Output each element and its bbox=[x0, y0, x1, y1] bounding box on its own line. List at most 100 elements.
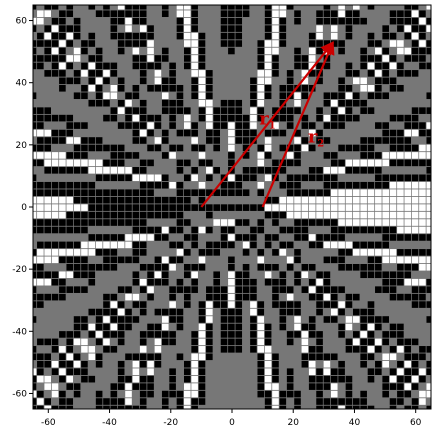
field-cell bbox=[389, 40, 397, 47]
field-cell bbox=[419, 219, 426, 226]
field-cell bbox=[257, 368, 265, 376]
field-cell bbox=[169, 144, 176, 152]
field-cell bbox=[367, 107, 375, 114]
field-cell bbox=[228, 189, 235, 197]
field-cell bbox=[59, 331, 66, 338]
field-cell bbox=[264, 331, 272, 338]
field-cell bbox=[33, 122, 37, 129]
field-cell bbox=[264, 271, 272, 279]
field-cell bbox=[345, 17, 353, 25]
field-cell bbox=[257, 346, 265, 353]
field-cell bbox=[419, 286, 426, 293]
field-cell bbox=[73, 368, 81, 376]
field-cell bbox=[257, 353, 265, 361]
field-cell bbox=[103, 211, 110, 219]
field-cell bbox=[33, 346, 37, 353]
field-cell bbox=[330, 167, 338, 174]
field-cell bbox=[110, 405, 118, 409]
field-cell bbox=[73, 390, 81, 398]
field-cell bbox=[176, 211, 184, 219]
field-cell bbox=[404, 174, 412, 182]
field-cell bbox=[345, 241, 353, 249]
field-cell bbox=[338, 196, 345, 204]
field-cell bbox=[404, 353, 412, 361]
field-cell bbox=[235, 10, 243, 18]
field-cell bbox=[264, 353, 272, 361]
field-cell bbox=[132, 129, 140, 137]
field-cell bbox=[308, 263, 316, 271]
field-cell bbox=[404, 249, 412, 256]
field-cell bbox=[375, 137, 382, 144]
field-cell bbox=[411, 211, 419, 219]
field-cell bbox=[404, 346, 412, 353]
field-cell bbox=[125, 189, 132, 197]
field-cell bbox=[382, 271, 389, 279]
field-cell bbox=[198, 331, 206, 338]
field-cell bbox=[191, 70, 198, 77]
field-cell bbox=[176, 256, 184, 264]
field-cell bbox=[161, 256, 169, 264]
field-cell bbox=[316, 196, 323, 204]
field-cell bbox=[316, 77, 323, 85]
field-cell bbox=[250, 293, 257, 301]
field-cell bbox=[323, 360, 331, 368]
field-cell bbox=[360, 181, 367, 189]
field-cell bbox=[404, 375, 412, 383]
field-cell bbox=[382, 77, 389, 85]
field-cell bbox=[73, 241, 81, 249]
field-cell bbox=[161, 99, 169, 107]
field-cell bbox=[411, 293, 419, 301]
field-cell bbox=[59, 32, 66, 40]
field-cell bbox=[257, 338, 265, 346]
field-cell bbox=[419, 32, 426, 40]
field-cell bbox=[389, 114, 397, 122]
field-cell bbox=[235, 331, 243, 338]
field-cell bbox=[103, 92, 110, 100]
field-cell bbox=[191, 25, 198, 32]
field-cell bbox=[294, 181, 301, 189]
field-cell bbox=[345, 167, 353, 174]
field-cell bbox=[59, 353, 66, 361]
field-cell bbox=[176, 405, 184, 409]
field-cell bbox=[279, 308, 287, 316]
field-cell bbox=[73, 167, 81, 174]
field-cell bbox=[250, 331, 257, 338]
field-cell bbox=[125, 383, 132, 390]
field-cell bbox=[169, 196, 176, 204]
field-cell bbox=[213, 286, 220, 293]
field-cell bbox=[345, 196, 353, 204]
field-cell bbox=[352, 181, 360, 189]
field-cell bbox=[73, 77, 81, 85]
field-cell bbox=[81, 211, 88, 219]
field-cell bbox=[345, 181, 353, 189]
field-cell bbox=[279, 32, 287, 40]
field-cell bbox=[184, 114, 191, 122]
field-cell bbox=[382, 353, 389, 361]
field-cell bbox=[37, 17, 44, 25]
field-cell bbox=[272, 17, 279, 25]
field-cell bbox=[117, 375, 125, 383]
field-cell bbox=[213, 122, 220, 129]
field-cell bbox=[316, 189, 323, 197]
field-cell bbox=[59, 196, 66, 204]
field-cell bbox=[44, 70, 51, 77]
field-cell bbox=[81, 375, 88, 383]
field-cell bbox=[44, 353, 51, 361]
field-cell bbox=[95, 405, 103, 409]
field-cell bbox=[382, 70, 389, 77]
field-cell bbox=[37, 204, 44, 211]
field-cell bbox=[73, 219, 81, 226]
field-cell bbox=[345, 398, 353, 405]
field-cell bbox=[345, 375, 353, 383]
field-cell bbox=[272, 390, 279, 398]
field-cell bbox=[81, 316, 88, 323]
field-cell bbox=[44, 167, 51, 174]
field-cell bbox=[264, 375, 272, 383]
field-cell bbox=[73, 92, 81, 100]
field-cell bbox=[66, 122, 74, 129]
field-cell bbox=[272, 278, 279, 286]
field-cell bbox=[279, 84, 287, 92]
field-cell bbox=[345, 159, 353, 167]
field-cell bbox=[330, 122, 338, 129]
field-cell bbox=[360, 204, 367, 211]
